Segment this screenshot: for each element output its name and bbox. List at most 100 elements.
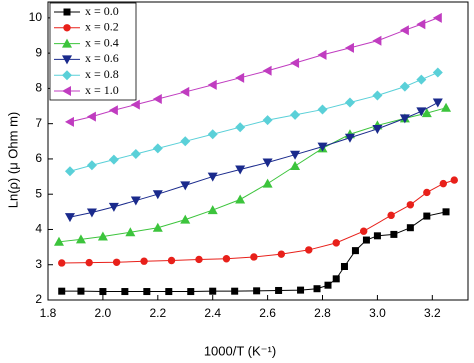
marker — [344, 97, 355, 108]
marker — [64, 213, 75, 223]
marker — [351, 247, 359, 255]
marker — [387, 211, 395, 220]
series-line — [69, 102, 439, 218]
marker — [372, 90, 383, 101]
marker — [207, 172, 218, 182]
marker — [372, 124, 383, 134]
marker — [64, 116, 74, 127]
marker — [362, 236, 370, 244]
marker — [317, 142, 328, 152]
legend-label: x = 0.4 — [85, 35, 119, 49]
y-tick-label: 5 — [35, 186, 42, 200]
marker — [143, 288, 151, 296]
legend-label: x = 0.0 — [85, 4, 119, 18]
marker — [152, 190, 163, 200]
marker — [344, 42, 354, 53]
marker — [399, 114, 410, 124]
legend-box — [49, 2, 137, 101]
marker — [86, 208, 97, 218]
marker — [421, 108, 432, 118]
series-line — [61, 179, 455, 264]
legend-marker — [62, 70, 72, 81]
marker — [290, 150, 301, 160]
marker — [130, 196, 141, 206]
marker — [416, 74, 427, 85]
marker — [209, 287, 217, 295]
marker — [290, 160, 301, 170]
x-axis-label: 1000/T (K⁻¹) — [204, 343, 276, 358]
series-line — [69, 72, 439, 172]
marker — [140, 257, 148, 265]
marker — [121, 288, 129, 296]
y-tick-label: 6 — [35, 151, 42, 165]
x-tick-label: 1.8 — [40, 306, 57, 320]
x-tick-label: 3.0 — [369, 306, 386, 320]
legend-marker — [62, 86, 71, 96]
legend-label: x = 0.6 — [85, 51, 119, 65]
marker — [235, 194, 246, 204]
y-tick-label: 2 — [35, 292, 42, 306]
marker — [207, 205, 218, 215]
y-tick-label: 9 — [35, 45, 42, 59]
marker — [290, 109, 301, 120]
marker — [432, 12, 442, 23]
marker — [108, 154, 119, 165]
marker — [235, 72, 245, 83]
marker — [262, 65, 272, 76]
marker — [262, 115, 273, 126]
marker — [167, 256, 176, 265]
marker — [222, 255, 231, 263]
x-tick-label: 2.0 — [95, 306, 112, 320]
marker — [332, 239, 340, 247]
marker — [442, 208, 450, 216]
marker — [441, 102, 452, 112]
y-tick-label: 3 — [35, 257, 42, 271]
marker — [373, 232, 381, 240]
marker — [253, 287, 261, 295]
marker — [262, 178, 273, 188]
x-tick-label: 2.4 — [204, 306, 221, 320]
marker — [86, 111, 96, 122]
marker — [108, 105, 118, 116]
x-tick-label: 3.2 — [424, 306, 441, 320]
marker — [317, 104, 328, 115]
marker — [297, 286, 305, 294]
marker — [85, 258, 93, 267]
marker — [406, 201, 415, 209]
marker — [180, 86, 190, 97]
marker — [262, 158, 273, 168]
marker — [432, 98, 443, 108]
y-tick-label: 8 — [35, 81, 42, 95]
marker — [372, 35, 382, 46]
plot-frame — [47, 1, 469, 301]
series-line — [58, 107, 447, 243]
marker — [152, 93, 162, 104]
legend-label: x = 0.8 — [85, 67, 119, 81]
marker — [450, 176, 458, 184]
marker — [399, 25, 409, 36]
marker — [86, 160, 97, 171]
series-line — [61, 211, 447, 293]
marker — [58, 259, 66, 267]
marker — [180, 214, 191, 224]
legend-marker — [62, 38, 72, 48]
marker — [275, 286, 283, 294]
marker — [423, 212, 431, 220]
marker — [317, 49, 327, 60]
marker — [277, 250, 286, 258]
marker — [423, 188, 431, 197]
marker — [108, 202, 119, 212]
marker — [406, 224, 414, 232]
y-tick-label: 10 — [29, 10, 43, 24]
marker — [180, 181, 191, 191]
legend-label: x = 1.0 — [85, 83, 119, 97]
x-tick-label: 2.2 — [149, 306, 166, 320]
marker — [332, 275, 340, 283]
marker — [416, 107, 427, 117]
x-tick-label: 2.8 — [314, 306, 331, 320]
marker — [130, 148, 141, 159]
x-tick-label: 2.6 — [259, 306, 276, 320]
marker — [359, 227, 368, 235]
marker — [125, 227, 136, 237]
